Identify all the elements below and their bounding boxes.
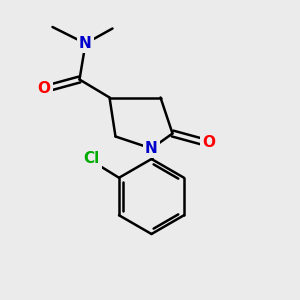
Text: Cl: Cl <box>83 151 99 166</box>
Text: O: O <box>202 135 216 150</box>
Text: N: N <box>145 141 158 156</box>
Text: N: N <box>79 36 92 51</box>
Text: O: O <box>38 81 51 96</box>
